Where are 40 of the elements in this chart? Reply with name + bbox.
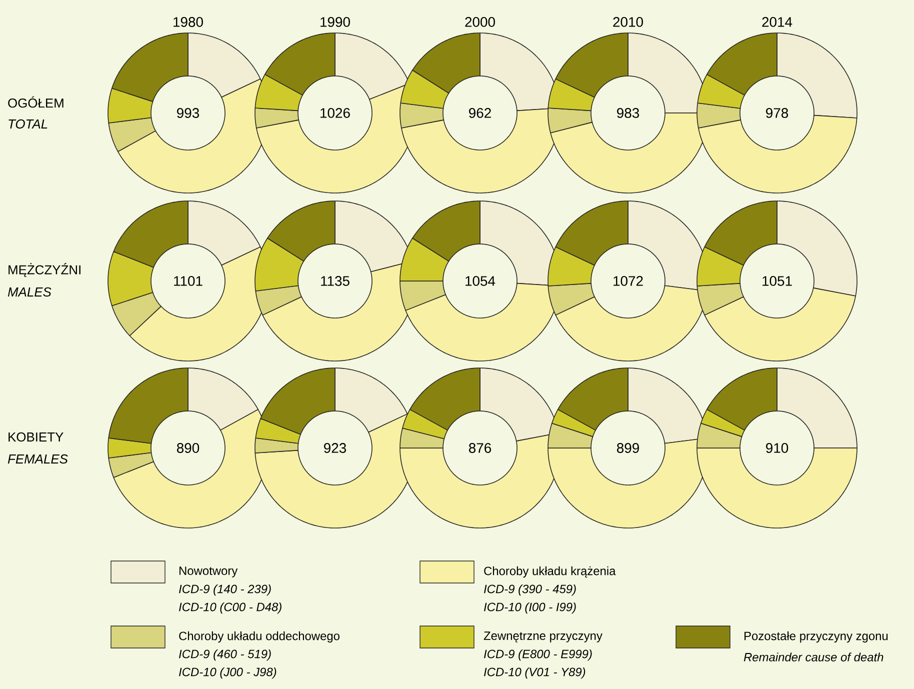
text: Remainder cause of death — [744, 652, 884, 662]
text: 1135 — [321, 276, 350, 286]
text: ICD-9 (390 - 459) — [484, 584, 576, 596]
chart-title: 1980 — [174, 17, 203, 27]
text: ICD-9 (140 - 239) — [178, 584, 271, 596]
text: ICD-9 (460 - 519) — [178, 649, 271, 661]
text: ICD-10 (V01 - Y89) — [484, 667, 586, 679]
text: ICD-10 (J00 - J98) — [178, 667, 276, 679]
text: 890 — [176, 443, 200, 453]
text: 1054 — [466, 276, 496, 286]
text: 876 — [468, 443, 492, 453]
text: 1051 — [762, 276, 792, 286]
text: 899 — [616, 443, 639, 453]
text: FEMALES — [8, 454, 68, 464]
text: TOTAL — [8, 119, 48, 129]
legend-label: Zewnętrzne przyczyny — [484, 632, 602, 642]
text: 1072 — [614, 276, 643, 286]
text: KOBIETY — [8, 432, 64, 442]
chart-title: 2010 — [613, 17, 643, 27]
chart-title: 1990 — [320, 17, 350, 27]
text: 1026 — [320, 108, 350, 118]
text: 983 — [617, 108, 640, 118]
text: ICD-10 (C00 - D48) — [178, 602, 282, 614]
legend-label: Nowotwory — [180, 566, 238, 578]
legend-label: Choroby układu krążenia — [484, 566, 616, 578]
text: OGÓŁEM — [8, 96, 64, 108]
text: MĘŻCZYŹNI — [8, 263, 80, 277]
text: 993 — [177, 108, 200, 118]
text: 923 — [324, 443, 346, 453]
text: 1101 — [174, 276, 202, 286]
chart-title: 2014 — [762, 17, 792, 27]
legend-label: Choroby układu oddechowego — [179, 631, 340, 643]
text: MALES — [8, 287, 52, 297]
chart-title: 2000 — [465, 17, 495, 27]
text: 910 — [766, 443, 788, 453]
text: 962 — [469, 108, 491, 118]
text: 978 — [766, 108, 788, 118]
text: ICD-10 (I00 - I99) — [484, 602, 576, 614]
legend-label: Pozostałe przyczyny zgonu — [744, 631, 888, 643]
text: ICD-9 (E800 - E999) — [484, 649, 592, 661]
